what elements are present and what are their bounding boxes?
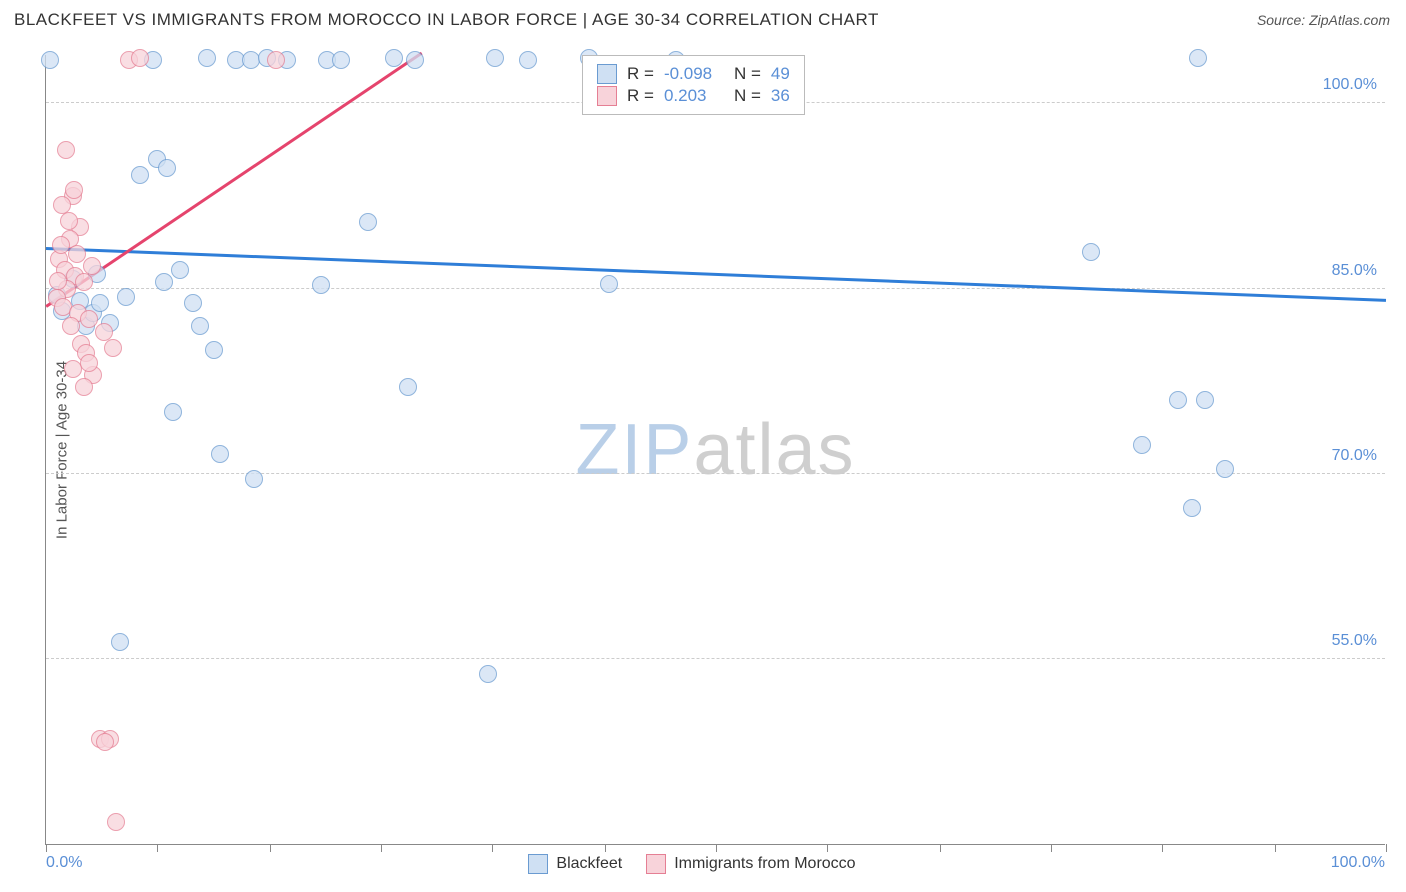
source-label: Source: ZipAtlas.com (1257, 12, 1390, 28)
legend-n-value: 36 (771, 86, 790, 106)
legend-r-label: R = (627, 86, 654, 106)
data-point (332, 51, 350, 69)
data-point (41, 51, 59, 69)
x-tick (1386, 844, 1387, 852)
data-point (245, 470, 263, 488)
data-point (1169, 391, 1187, 409)
data-point (519, 51, 537, 69)
watermark: ZIPatlas (575, 409, 855, 491)
gridline (46, 658, 1385, 659)
data-point (1133, 436, 1151, 454)
x-tick (1275, 844, 1276, 852)
data-point (57, 141, 75, 159)
data-point (111, 633, 129, 651)
x-tick (157, 844, 158, 852)
gridline (46, 288, 1385, 289)
legend-swatch (528, 854, 548, 874)
x-tick (1162, 844, 1163, 852)
data-point (479, 665, 497, 683)
y-tick-label: 85.0% (1332, 262, 1377, 280)
data-point (1196, 391, 1214, 409)
legend-r-label: R = (627, 64, 654, 84)
trend-line (46, 247, 1386, 301)
data-point (131, 166, 149, 184)
data-point (83, 257, 101, 275)
data-point (359, 213, 377, 231)
data-point (171, 261, 189, 279)
y-tick-label: 100.0% (1323, 76, 1377, 94)
data-point (155, 273, 173, 291)
data-point (164, 403, 182, 421)
x-tick (940, 844, 941, 852)
data-point (158, 159, 176, 177)
data-point (104, 339, 122, 357)
data-point (312, 276, 330, 294)
legend-n-label: N = (734, 86, 761, 106)
data-point (62, 317, 80, 335)
legend-swatch (646, 854, 666, 874)
data-point (406, 51, 424, 69)
data-point (1216, 460, 1234, 478)
data-point (1082, 243, 1100, 261)
legend-swatch (597, 64, 617, 84)
legend-label: Blackfeet (556, 855, 622, 873)
data-point (60, 212, 78, 230)
data-point (75, 273, 93, 291)
data-point (242, 51, 260, 69)
scatter-plot-area: In Labor Force | Age 30-34 ZIPatlas 55.0… (45, 55, 1385, 845)
x-tick (605, 844, 606, 852)
data-point (75, 378, 93, 396)
data-point (131, 49, 149, 67)
data-point (1183, 499, 1201, 517)
x-tick (270, 844, 271, 852)
x-tick (827, 844, 828, 852)
legend-row: R = -0.098 N = 49 (597, 64, 790, 84)
data-point (65, 181, 83, 199)
x-tick (1051, 844, 1052, 852)
legend-swatch (597, 86, 617, 106)
data-point (486, 49, 504, 67)
legend-label: Immigrants from Morocco (674, 855, 855, 873)
legend-n-value: 49 (771, 64, 790, 84)
x-tick (716, 844, 717, 852)
legend-n-label: N = (734, 64, 761, 84)
chart-title: BLACKFEET VS IMMIGRANTS FROM MOROCCO IN … (14, 10, 879, 30)
legend-item: Immigrants from Morocco (646, 854, 855, 874)
series-legend: Blackfeet Immigrants from Morocco (528, 854, 855, 874)
legend-item: Blackfeet (528, 854, 622, 874)
data-point (198, 49, 216, 67)
data-point (80, 354, 98, 372)
data-point (205, 341, 223, 359)
y-axis-label: In Labor Force | Age 30-34 (54, 360, 71, 538)
data-point (107, 813, 125, 831)
y-tick-label: 70.0% (1332, 447, 1377, 465)
legend-r-value: 0.203 (664, 86, 724, 106)
y-tick-label: 55.0% (1332, 632, 1377, 650)
data-point (49, 272, 67, 290)
data-point (385, 49, 403, 67)
data-point (1189, 49, 1207, 67)
data-point (91, 294, 109, 312)
x-tick-label-right: 100.0% (1331, 854, 1385, 872)
data-point (96, 733, 114, 751)
x-tick-label-left: 0.0% (46, 854, 82, 872)
data-point (267, 51, 285, 69)
data-point (191, 317, 209, 335)
legend-r-value: -0.098 (664, 64, 724, 84)
x-tick (46, 844, 47, 852)
data-point (184, 294, 202, 312)
correlation-legend: R = -0.098 N = 49 R = 0.203 N = 36 (582, 55, 805, 115)
x-tick (492, 844, 493, 852)
data-point (117, 288, 135, 306)
data-point (211, 445, 229, 463)
legend-row: R = 0.203 N = 36 (597, 86, 790, 106)
data-point (600, 275, 618, 293)
data-point (399, 378, 417, 396)
x-tick (381, 844, 382, 852)
